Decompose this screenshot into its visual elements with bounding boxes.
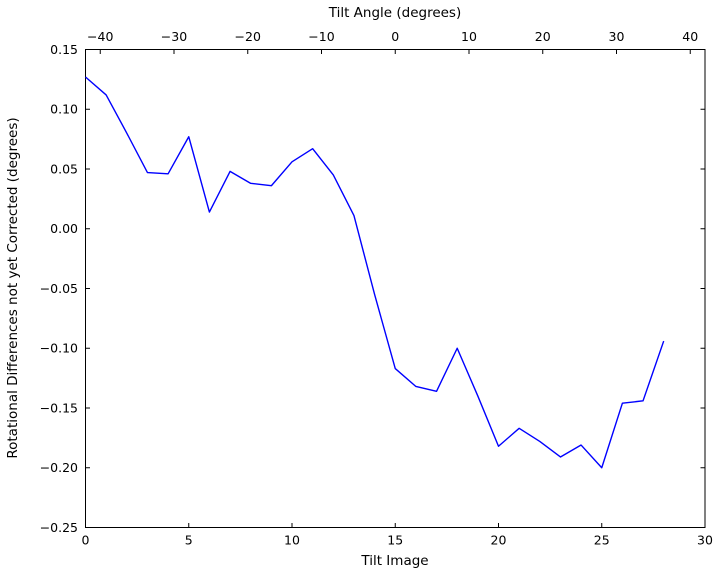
top-tick-label: 30 xyxy=(609,29,625,44)
top-tick-label: 10 xyxy=(461,29,477,44)
x-tick-label: 30 xyxy=(697,533,713,548)
top-tick-label: 40 xyxy=(682,29,698,44)
top-tick-label: −10 xyxy=(308,29,334,44)
y-tick-label: 0.00 xyxy=(50,221,78,236)
plot-frame xyxy=(85,49,706,528)
y-tick-label: −0.10 xyxy=(40,341,78,356)
top-tick-label: −20 xyxy=(235,29,261,44)
y-tick-label: −0.15 xyxy=(40,400,78,415)
data-line xyxy=(85,76,665,469)
x-tick-label: 0 xyxy=(82,533,90,548)
y-tick-label: −0.05 xyxy=(40,281,78,296)
x-tick-label: 15 xyxy=(387,533,403,548)
top-tick-label: −40 xyxy=(87,29,113,44)
x-axis-label: Tilt Image xyxy=(360,553,428,569)
top-tick-label: −30 xyxy=(161,29,187,44)
y-tick-label: 0.05 xyxy=(50,161,78,176)
x-tick-label: 5 xyxy=(185,533,193,548)
y-axis-label: Rotational Differences not yet Corrected… xyxy=(5,117,21,458)
y-tick-label: −0.25 xyxy=(40,520,78,535)
top-tick-label: 0 xyxy=(391,29,399,44)
x-tick-label: 25 xyxy=(594,533,610,548)
x-tick-label: 20 xyxy=(491,533,507,548)
y-tick-label: −0.20 xyxy=(40,460,78,475)
y-tick-label: 0.15 xyxy=(50,42,78,57)
axis-ticks xyxy=(85,49,706,528)
y-tick-label: 0.10 xyxy=(50,102,78,117)
top-axis-label: Tilt Angle (degrees) xyxy=(328,5,462,21)
top-tick-label: 20 xyxy=(535,29,551,44)
axis-tick-labels: 0 5 10 15 20 25 30 −40 −30 −20 −10 0 10 20 30 40 0.15 0.1… xyxy=(40,29,713,548)
x-tick-label: 10 xyxy=(284,533,300,548)
